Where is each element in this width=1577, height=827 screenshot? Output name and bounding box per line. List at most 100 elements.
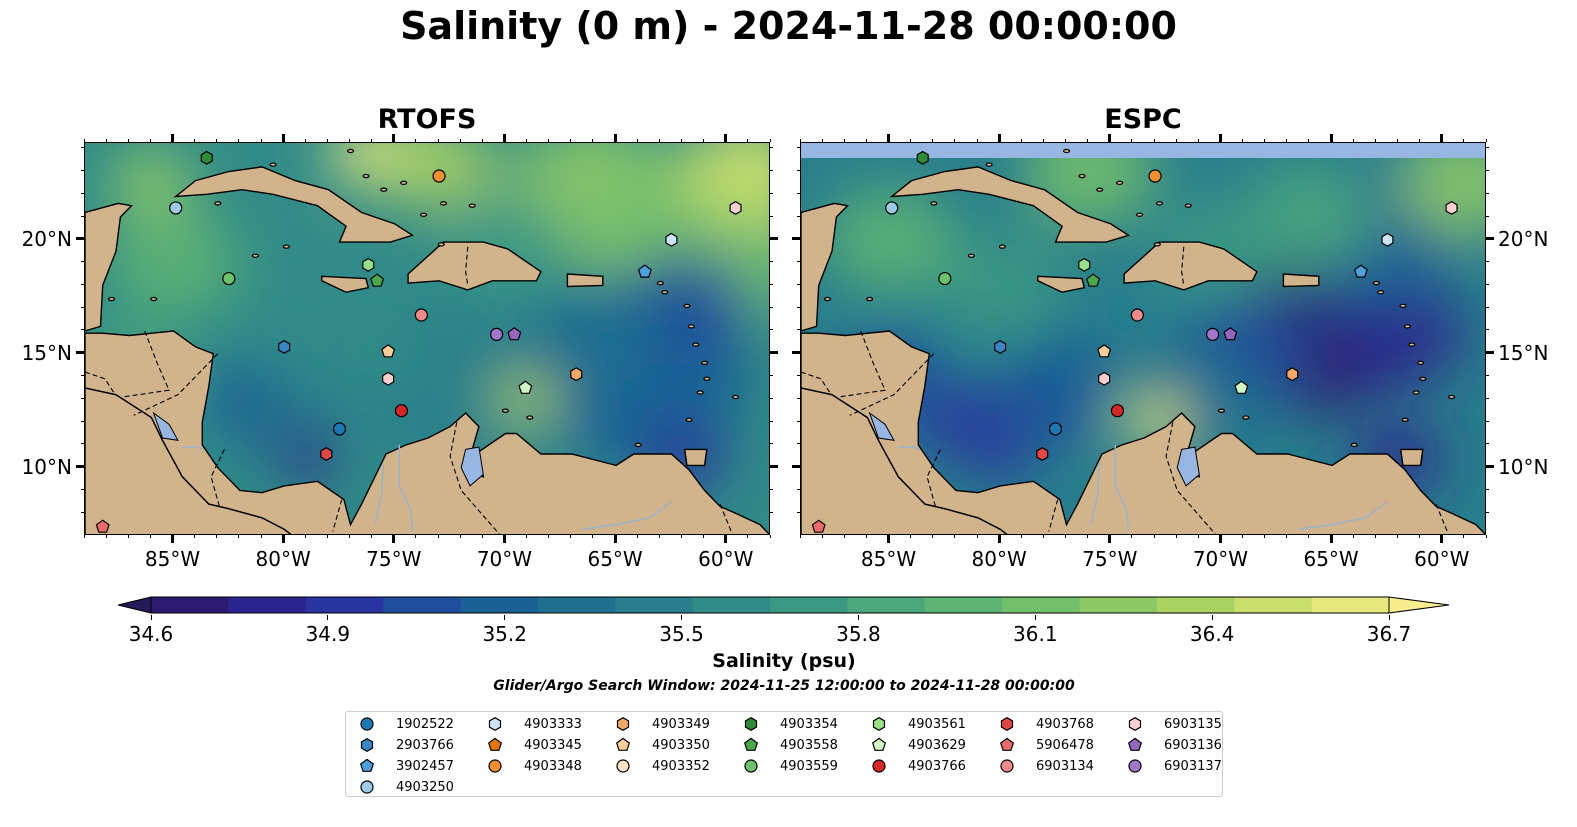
tick-mark [1286, 139, 1288, 142]
float-marker-4903629 [1234, 380, 1249, 394]
tick-mark [865, 139, 867, 142]
legend-label: 4903333 [524, 716, 582, 732]
island [1399, 303, 1407, 309]
tick-mark [613, 535, 617, 543]
tick-mark [194, 535, 196, 538]
tick-mark [636, 139, 638, 142]
island [661, 290, 669, 295]
lake [1176, 446, 1200, 487]
salinity-patch [966, 428, 1034, 484]
tick-mark [1020, 139, 1022, 142]
legend-label: 6903137 [1164, 758, 1222, 774]
tick-mark [1440, 535, 1444, 543]
salinity-patch [262, 258, 440, 404]
legend-marker-icon [1000, 717, 1014, 731]
tick-mark [548, 535, 550, 538]
legend-marker-shape [360, 717, 374, 731]
map-panel-espc: ESPC 85°W 80°W 75°W 70°W 65°W 60°W 10°N 15°N 20°… [792, 104, 1548, 571]
tick-mark [797, 329, 800, 331]
legend-item-6903137: 6903137 [1126, 757, 1222, 775]
tick-mark [81, 488, 84, 490]
colorbar-segment [305, 597, 384, 613]
salinity-patch [273, 428, 340, 484]
legend-marker-shape [488, 759, 502, 773]
island [251, 253, 259, 258]
tick-mark [481, 535, 483, 538]
tick-mark [954, 535, 956, 538]
tick-mark [770, 147, 773, 149]
island [731, 394, 740, 400]
river [1090, 463, 1101, 525]
map-canvas-espc [801, 143, 1485, 534]
island [149, 296, 158, 302]
tick-mark [392, 134, 396, 142]
float-marker-4903333 [665, 232, 678, 247]
salinity-patch [823, 185, 956, 295]
island [703, 376, 711, 381]
x-tick-label: 70°W [1192, 547, 1249, 571]
tick-mark [770, 283, 773, 285]
tick-mark [703, 139, 705, 142]
colorbar-segment [1234, 597, 1313, 613]
legend-label: 4903768 [1036, 716, 1094, 732]
colorbar-tick-label: 36.7 [1366, 622, 1412, 646]
legend-label: 4903350 [652, 737, 710, 753]
tick-mark [81, 329, 84, 331]
legend-item-4903349: 4903349 [614, 715, 710, 733]
legend-marker-icon [872, 759, 886, 773]
legend-label: 4903629 [908, 737, 966, 753]
float-marker-4903349 [570, 367, 583, 382]
tick-mark [843, 139, 845, 142]
colorbar [117, 595, 1450, 615]
legend-item-4903559: 4903559 [742, 757, 838, 775]
tick-mark [1131, 535, 1133, 538]
island [1412, 390, 1420, 395]
legend-marker-icon [359, 758, 375, 772]
legend-label: 6903135 [1164, 716, 1222, 732]
tick-mark [1065, 535, 1067, 538]
tick-mark [81, 511, 84, 513]
tick-mark [1065, 139, 1067, 142]
colorbar-outline [150, 596, 1390, 614]
river [374, 463, 385, 525]
tick-mark [326, 535, 328, 538]
island [685, 417, 693, 423]
x-tick-label: 65°W [587, 547, 643, 571]
legend-label: 4903348 [524, 758, 582, 774]
country-border [1181, 246, 1185, 286]
tick-mark [1352, 139, 1354, 142]
tick-mark [1197, 139, 1199, 142]
tick-mark [127, 535, 129, 538]
tick-mark [81, 375, 84, 377]
tick-mark [216, 139, 218, 142]
tick-mark [392, 535, 396, 543]
tick-mark [769, 139, 771, 142]
float-marker-4903250 [169, 201, 183, 215]
tick-mark [1218, 535, 1222, 543]
tick-mark [797, 443, 800, 445]
y-tick-label: 10°N [21, 454, 72, 479]
tick-mark [636, 535, 638, 538]
legend-marker-icon [1127, 737, 1143, 751]
island [526, 415, 534, 420]
tick-mark [799, 535, 801, 538]
legend-marker-shape [871, 737, 887, 751]
float-marker-4903250 [885, 201, 899, 215]
tick-mark [1486, 169, 1489, 171]
float-marker-3902457 [1353, 264, 1368, 278]
tick-mark [502, 134, 506, 142]
legend-marker-icon [360, 780, 374, 794]
tick-mark [797, 283, 800, 285]
island [269, 162, 277, 167]
tick-mark [821, 535, 823, 538]
tick-mark [1087, 139, 1089, 142]
colorbar-segment [692, 597, 771, 613]
map-rtofs [84, 142, 770, 535]
tick-mark [770, 215, 773, 217]
colorbar-tick-label: 35.5 [659, 622, 704, 646]
island [656, 280, 664, 286]
country-border [122, 330, 170, 398]
tick-mark [1486, 215, 1489, 217]
tick-mark [1175, 139, 1177, 142]
salinity-patch [527, 276, 661, 386]
